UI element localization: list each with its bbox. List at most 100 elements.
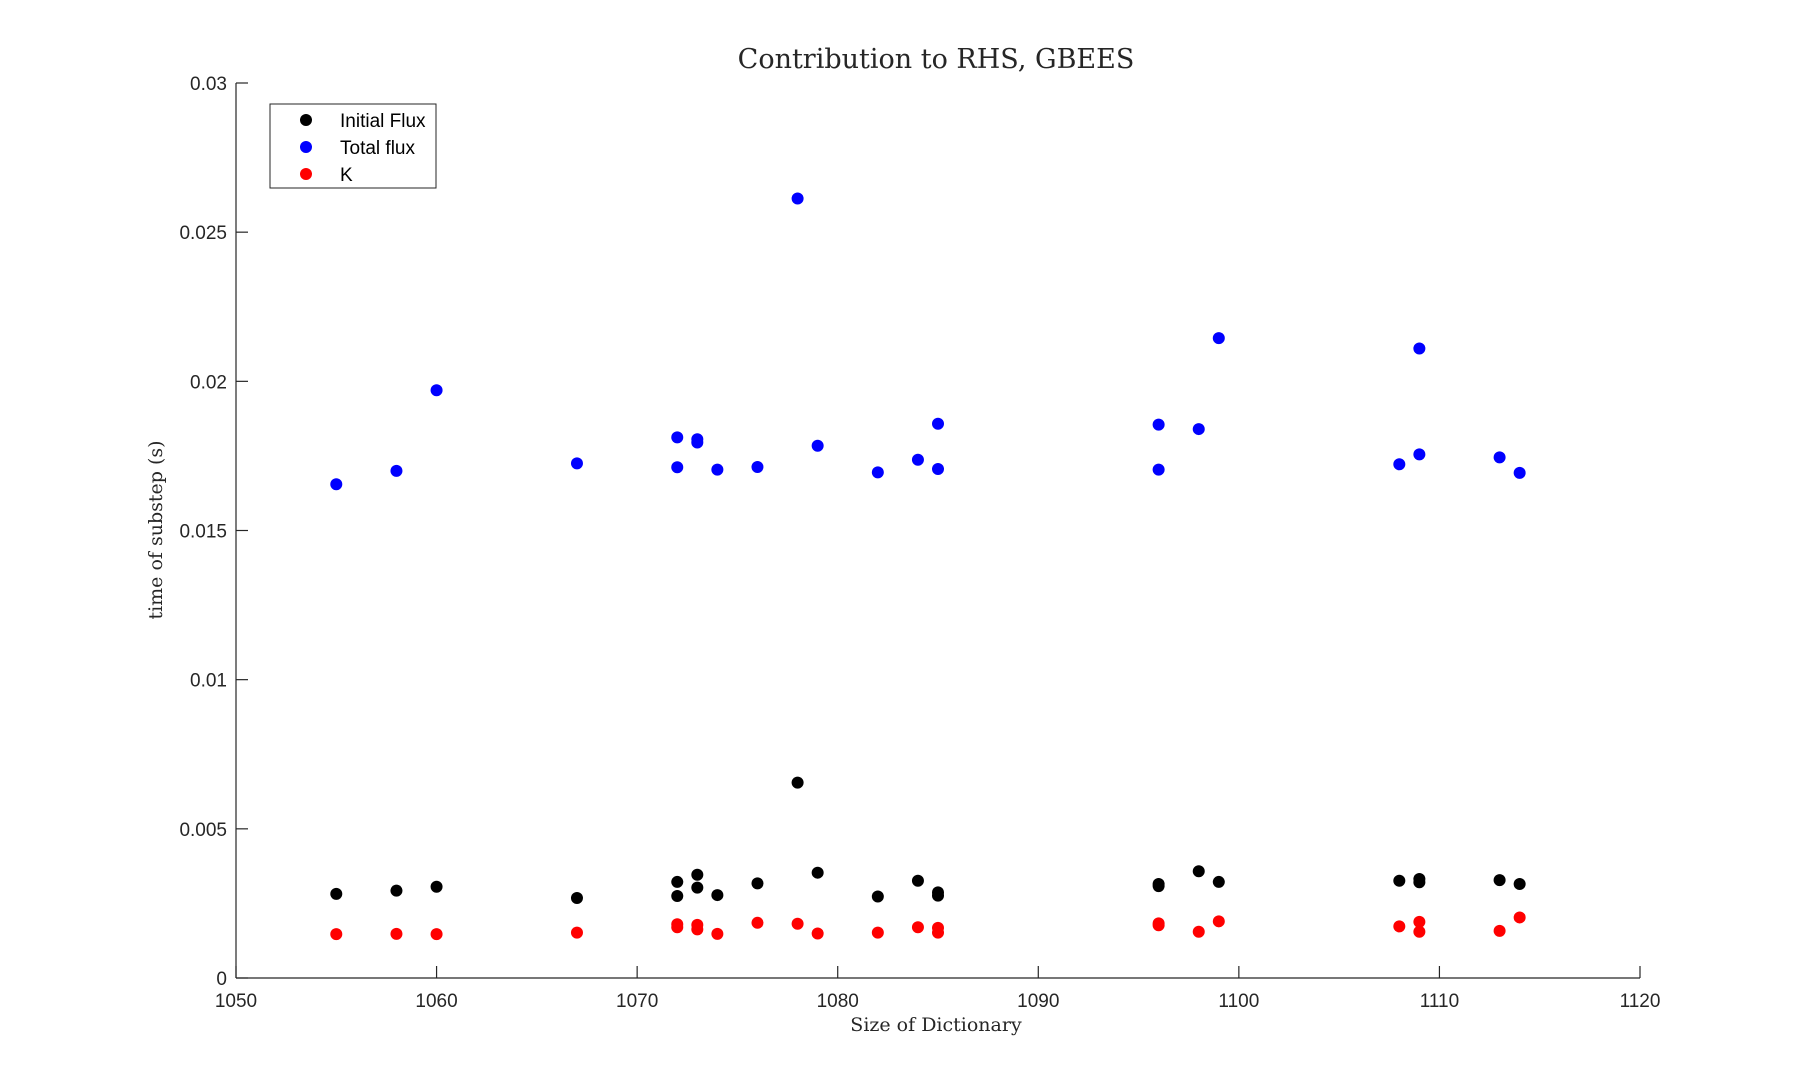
- y-tick-label: 0.015: [179, 522, 227, 543]
- data-point: [1152, 418, 1165, 431]
- data-point: [1152, 880, 1165, 893]
- data-point: [932, 926, 944, 939]
- y-ticks: 0 0.005 0.01 0.015 0.02 0.025 0.03: [179, 74, 248, 990]
- data-point: [390, 927, 403, 940]
- data-point: [430, 880, 443, 893]
- x-tick-label: 1100: [1218, 991, 1259, 1012]
- data-point: [1493, 874, 1506, 887]
- data-point: [791, 192, 804, 205]
- data-point: [932, 889, 944, 902]
- legend-marker: [300, 168, 312, 180]
- data-point: [811, 866, 824, 879]
- y-tick-label: 0.005: [179, 820, 227, 841]
- x-tick-label: 1070: [616, 991, 658, 1012]
- data-point: [671, 461, 684, 474]
- series-total-flux: [330, 192, 1526, 491]
- plot-points: [330, 192, 1526, 941]
- data-point: [711, 463, 724, 476]
- data-point: [871, 926, 884, 939]
- y-tick-label: 0.01: [190, 671, 227, 692]
- data-point: [671, 889, 684, 902]
- y-tick-label: 0.02: [190, 372, 227, 393]
- legend-label: Initial Flux: [340, 111, 426, 132]
- x-ticks: 1050 1060 1070 1080 1090 1100 1110 1120: [215, 966, 1661, 1012]
- data-point: [791, 917, 804, 930]
- y-tick-label: 0.03: [190, 74, 227, 95]
- legend-label: Total flux: [340, 138, 415, 159]
- y-axis-label: time of substep (s): [145, 440, 167, 619]
- data-point: [1152, 463, 1165, 476]
- data-point: [1212, 915, 1225, 928]
- data-point: [570, 926, 583, 939]
- data-point: [430, 928, 443, 941]
- data-point: [1212, 875, 1225, 888]
- data-point: [871, 466, 884, 479]
- legend-marker: [300, 114, 312, 126]
- data-point: [691, 881, 704, 894]
- data-point: [691, 436, 704, 449]
- data-point: [791, 776, 804, 789]
- x-tick-label: 1120: [1620, 991, 1661, 1012]
- data-point: [751, 877, 764, 890]
- legend: Initial Flux Total flux K: [269, 103, 437, 189]
- x-tick-label: 1090: [1017, 991, 1059, 1012]
- legend-label: K: [340, 165, 353, 186]
- data-point: [330, 887, 343, 900]
- data-point: [570, 892, 583, 905]
- x-tick-label: 1060: [415, 991, 457, 1012]
- y-tick-label: 0.025: [179, 223, 227, 244]
- series-k: [330, 911, 1526, 941]
- data-point: [1393, 458, 1406, 471]
- data-point: [570, 457, 583, 470]
- data-point: [711, 927, 724, 940]
- data-point: [811, 927, 824, 940]
- data-point: [390, 464, 403, 477]
- data-point: [671, 921, 684, 934]
- data-point: [911, 874, 924, 887]
- x-tick-label: 1080: [817, 991, 859, 1012]
- data-point: [932, 463, 944, 476]
- data-point: [751, 460, 764, 473]
- data-point: [330, 928, 343, 941]
- data-point: [1393, 920, 1406, 933]
- data-point: [1393, 874, 1406, 887]
- data-point: [1192, 925, 1205, 938]
- data-point: [811, 439, 824, 452]
- data-point: [1152, 919, 1165, 932]
- data-point: [671, 431, 684, 444]
- data-point: [691, 923, 704, 936]
- data-point: [932, 417, 944, 430]
- series-initial-flux: [330, 776, 1526, 905]
- data-point: [911, 921, 924, 934]
- y-tick-label: 0: [216, 969, 227, 990]
- x-axis-label: Size of Dictionary: [850, 1014, 1022, 1036]
- chart-title: Contribution to RHS, GBEES: [738, 44, 1135, 75]
- data-point: [1212, 332, 1225, 345]
- data-point: [1513, 911, 1526, 924]
- data-point: [711, 889, 724, 902]
- legend-marker: [300, 141, 312, 153]
- data-point: [751, 916, 764, 929]
- data-point: [1413, 342, 1426, 355]
- x-tick-label: 1050: [215, 991, 257, 1012]
- data-point: [671, 875, 684, 888]
- legend-box: [269, 103, 437, 189]
- data-point: [1413, 925, 1426, 938]
- data-point: [1513, 466, 1526, 479]
- data-point: [1413, 876, 1426, 889]
- data-point: [330, 478, 343, 491]
- data-point: [1513, 878, 1526, 891]
- data-point: [1493, 924, 1506, 937]
- data-point: [691, 868, 704, 881]
- x-tick-label: 1110: [1420, 991, 1459, 1012]
- data-point: [1413, 915, 1426, 928]
- data-point: [1413, 448, 1426, 461]
- data-point: [871, 890, 884, 903]
- data-point: [1192, 423, 1205, 436]
- data-point: [1192, 865, 1205, 878]
- data-point: [911, 453, 924, 466]
- data-point: [430, 384, 443, 397]
- data-point: [1493, 451, 1506, 464]
- data-point: [390, 884, 403, 897]
